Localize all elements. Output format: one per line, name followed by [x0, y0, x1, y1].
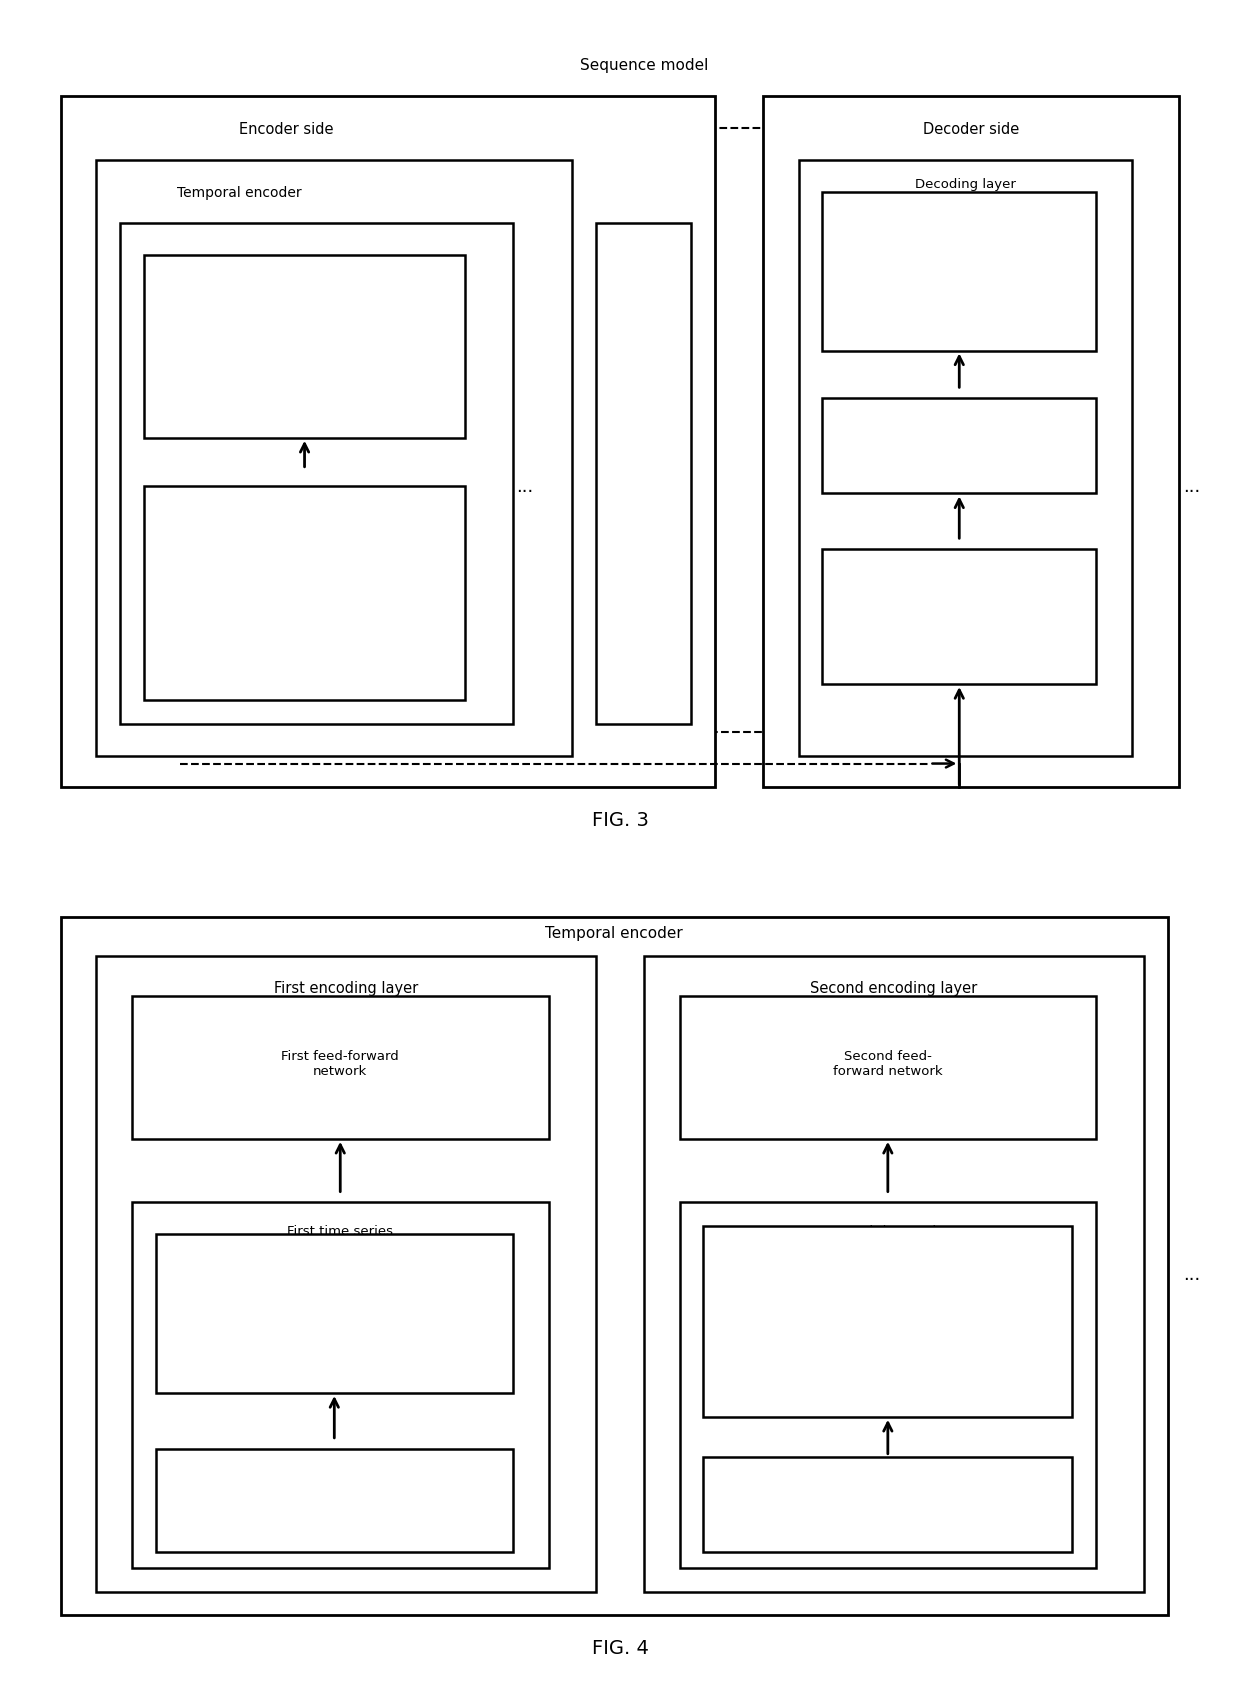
- Text: Temporal encoder: Temporal encoder: [177, 186, 301, 199]
- Bar: [156, 1449, 513, 1552]
- Text: First feed-forward
network: First feed-forward network: [281, 1051, 399, 1078]
- Text: Attention network: Attention network: [903, 441, 1016, 453]
- Bar: [120, 225, 513, 725]
- Text: FIG. 4: FIG. 4: [591, 1638, 649, 1657]
- Text: First residual
network and second
normalization
network: First residual network and second normal…: [828, 1285, 947, 1343]
- Bar: [703, 1226, 1073, 1417]
- Text: First neural
network: First neural network: [296, 1483, 372, 1510]
- Bar: [180, 128, 930, 733]
- Bar: [131, 997, 548, 1138]
- Text: Encoding layer: Encoding layer: [201, 242, 300, 255]
- Text: Decoder side: Decoder side: [923, 122, 1019, 137]
- Text: Temporal encoder: Temporal encoder: [546, 926, 683, 941]
- Text: ...: ...: [1183, 478, 1200, 495]
- Text: Self-attention
network: Self-attention network: [916, 600, 1002, 627]
- Bar: [703, 1456, 1073, 1552]
- Text: First feed-forward
network: First feed-forward network: [249, 321, 360, 350]
- Text: ...: ...: [1183, 1265, 1200, 1284]
- Text: Second feed-
forward network: Second feed- forward network: [908, 250, 1011, 279]
- Bar: [799, 160, 1132, 757]
- Bar: [156, 1235, 513, 1393]
- Bar: [822, 551, 1096, 684]
- Bar: [97, 160, 573, 757]
- Text: Encoder side: Encoder side: [239, 122, 334, 137]
- Bar: [644, 956, 1143, 1591]
- Text: Second neural
network: Second neural network: [839, 1486, 936, 1515]
- Text: First encoding layer: First encoding layer: [274, 981, 418, 997]
- Text: FIG. 3: FIG. 3: [591, 811, 649, 829]
- Bar: [131, 1203, 548, 1567]
- Text: Sequence model: Sequence model: [579, 57, 708, 73]
- Bar: [680, 997, 1096, 1138]
- Text: Second time series
information network: Second time series information network: [820, 1225, 956, 1253]
- Bar: [763, 98, 1179, 787]
- Bar: [680, 1203, 1096, 1567]
- Text: Second feed-
forward network: Second feed- forward network: [833, 1051, 942, 1078]
- Bar: [144, 257, 465, 439]
- Text: First normalization
network: First normalization network: [273, 1295, 396, 1324]
- Bar: [61, 98, 715, 787]
- Text: ...: ...: [516, 478, 533, 495]
- Bar: [61, 917, 1168, 1615]
- Bar: [822, 399, 1096, 495]
- Bar: [144, 486, 465, 701]
- Text: Self-attention encoder: Self-attention encoder: [637, 400, 650, 540]
- Text: First time series
information network: First time series information network: [273, 1225, 408, 1253]
- Text: Time series
information network: Time series information network: [241, 576, 368, 603]
- Text: Second encoding layer: Second encoding layer: [810, 981, 977, 997]
- Bar: [822, 193, 1096, 351]
- Text: Decoding layer: Decoding layer: [915, 177, 1016, 191]
- Bar: [97, 956, 596, 1591]
- Bar: [596, 225, 692, 725]
